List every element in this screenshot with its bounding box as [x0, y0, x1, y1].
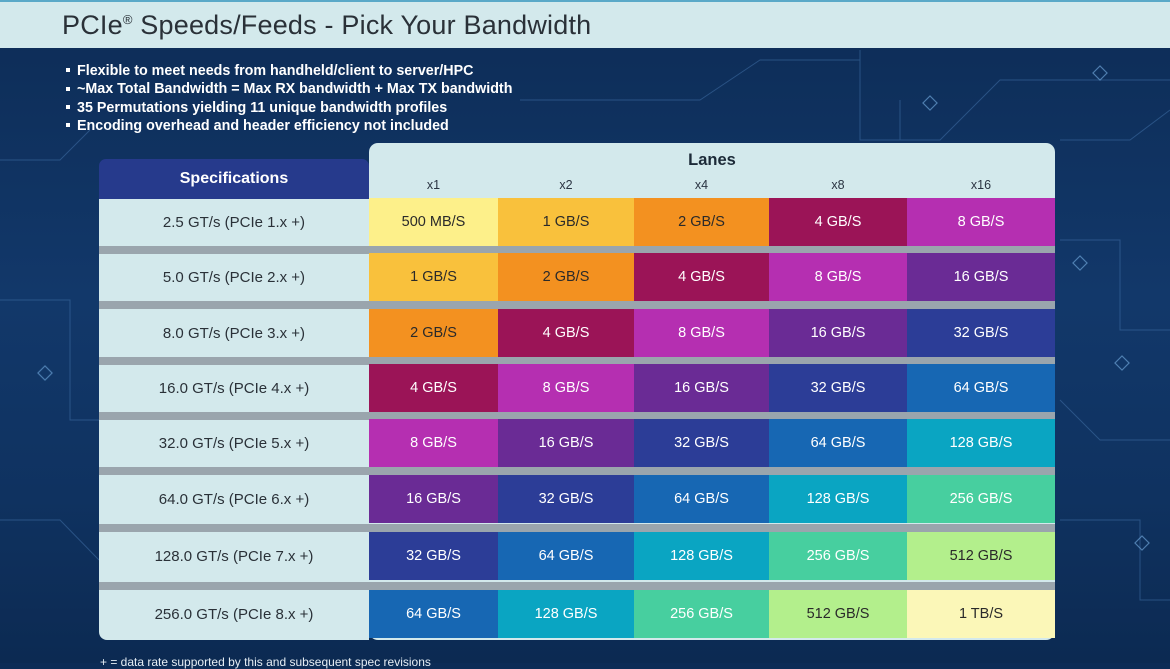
- spec-label: 256.0 GT/s (PCIe 8.x +): [154, 605, 314, 623]
- bandwidth-cell: 16 GB/S: [769, 309, 907, 357]
- row-divider: [99, 301, 1055, 309]
- bandwidth-cell: 32 GB/S: [369, 532, 498, 580]
- bandwidth-cell: 64 GB/S: [907, 364, 1055, 412]
- bandwidth-cell: 32 GB/S: [498, 475, 634, 523]
- specifications-header: Specifications: [99, 159, 369, 199]
- bullet-list: Flexible to meet needs from handheld/cli…: [66, 62, 512, 135]
- spec-label: 32.0 GT/s (PCIe 5.x +): [158, 434, 310, 452]
- spec-label: 128.0 GT/s (PCIe 7.x +): [154, 547, 314, 565]
- bandwidth-cell: 256 GB/S: [634, 590, 769, 638]
- spec-label: 5.0 GT/s (PCIe 2.x +): [162, 268, 306, 286]
- bandwidth-cell: 2 GB/S: [369, 309, 498, 357]
- bandwidth-cell: 1 GB/S: [369, 253, 498, 301]
- bandwidth-cell: 512 GB/S: [769, 590, 907, 638]
- spec-label: 16.0 GT/s (PCIe 4.x +): [158, 379, 310, 397]
- spec-label: 64.0 GT/s (PCIe 6.x +): [158, 490, 310, 508]
- bandwidth-cell: 32 GB/S: [634, 419, 769, 467]
- spec-label: 2.5 GT/s (PCIe 1.x +): [162, 213, 306, 231]
- bandwidth-cell: 64 GB/S: [369, 590, 498, 638]
- lane-label: x2: [559, 178, 573, 192]
- spec-label: 8.0 GT/s (PCIe 3.x +): [162, 324, 306, 342]
- bandwidth-cell: 64 GB/S: [498, 532, 634, 580]
- bandwidth-cell: 16 GB/S: [907, 253, 1055, 301]
- footnote: + = data rate supported by this and subs…: [100, 655, 431, 669]
- bandwidth-cell: 1 GB/S: [498, 198, 634, 246]
- lane-label: x4: [694, 178, 709, 192]
- row-divider: [99, 467, 1055, 475]
- bandwidth-cell: 8 GB/S: [634, 309, 769, 357]
- title-bar: PCIe® Speeds/Feeds - Pick Your Bandwidth: [0, 0, 1170, 48]
- bandwidth-cell: 8 GB/S: [769, 253, 907, 301]
- row-divider: [99, 582, 1055, 590]
- bullet-item: Encoding overhead and header efficiency …: [66, 117, 512, 135]
- page-title: PCIe® Speeds/Feeds - Pick Your Bandwidth: [62, 10, 592, 40]
- bandwidth-table: Specifications Lanes x1 x2 x4 x8 x16 2.5 GT/s…: [99, 143, 1055, 640]
- bandwidth-cell: 4 GB/S: [634, 253, 769, 301]
- row-divider: [99, 412, 1055, 420]
- bandwidth-cell: 4 GB/S: [498, 309, 634, 357]
- bandwidth-cell: 8 GB/S: [498, 364, 634, 412]
- bullet-item: Flexible to meet needs from handheld/cli…: [66, 62, 512, 80]
- row-divider: [99, 524, 1055, 532]
- bandwidth-cell: 32 GB/S: [907, 309, 1055, 357]
- bandwidth-cell: 64 GB/S: [634, 475, 769, 523]
- bandwidth-cell: 8 GB/S: [369, 419, 498, 467]
- bandwidth-cell: 128 GB/S: [769, 475, 907, 523]
- bandwidth-cell: 256 GB/S: [907, 475, 1055, 523]
- bandwidth-cell: 16 GB/S: [498, 419, 634, 467]
- bandwidth-cell: 4 GB/S: [369, 364, 498, 412]
- bandwidth-cell: 8 GB/S: [907, 198, 1055, 246]
- bandwidth-cell: 128 GB/S: [907, 419, 1055, 467]
- bandwidth-cell: 16 GB/S: [634, 364, 769, 412]
- lane-label: x1: [426, 178, 441, 192]
- bandwidth-cell: 256 GB/S: [769, 532, 907, 580]
- lane-label: x8: [831, 178, 845, 192]
- bandwidth-cell: 64 GB/S: [769, 419, 907, 467]
- lanes-header: Lanes: [688, 151, 736, 169]
- bandwidth-cell: 512 GB/S: [907, 532, 1055, 580]
- bandwidth-cell: 4 GB/S: [769, 198, 907, 246]
- row-divider: [99, 246, 1055, 254]
- bandwidth-cell: 32 GB/S: [769, 364, 907, 412]
- bandwidth-cell: 16 GB/S: [369, 475, 498, 523]
- bullet-item: ~Max Total Bandwidth = Max RX bandwidth …: [66, 80, 512, 98]
- bandwidth-cell: 2 GB/S: [498, 253, 634, 301]
- bandwidth-cell: 500 MB/S: [369, 198, 498, 246]
- bullet-item: 35 Permutations yielding 11 unique bandw…: [66, 99, 512, 117]
- bandwidth-cell: 128 GB/S: [634, 532, 769, 580]
- bandwidth-cell: 2 GB/S: [634, 198, 769, 246]
- row-divider: [99, 357, 1055, 365]
- bandwidth-cell: 128 GB/S: [498, 590, 634, 638]
- lane-label: x16: [970, 178, 992, 192]
- bandwidth-cell: 1 TB/S: [907, 590, 1055, 638]
